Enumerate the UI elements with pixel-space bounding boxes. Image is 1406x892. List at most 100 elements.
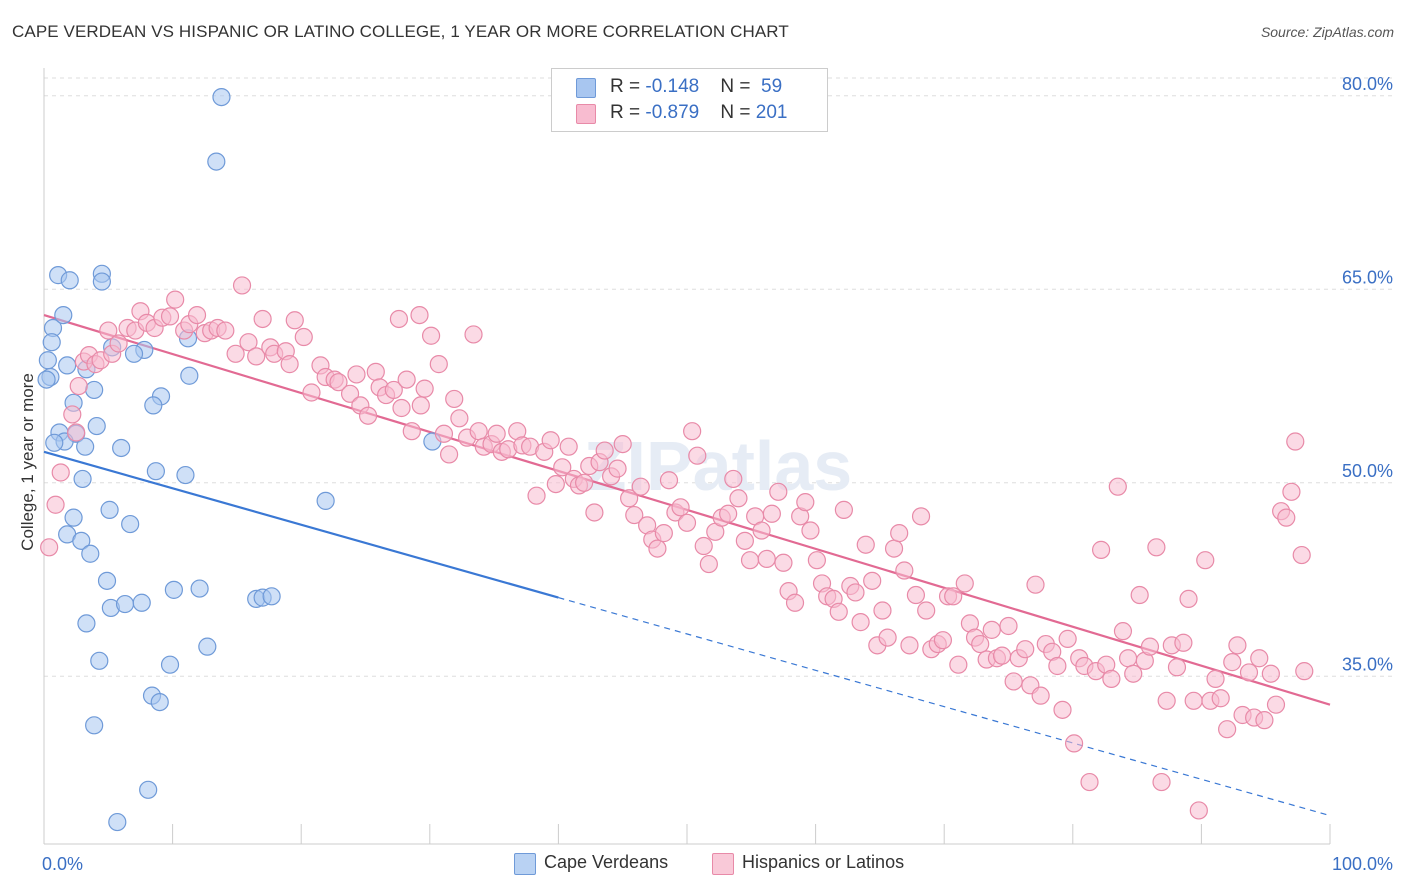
data-point [575, 473, 594, 492]
data-point [180, 366, 199, 385]
data-point [683, 422, 702, 441]
data-point [625, 505, 644, 525]
data-point [190, 579, 209, 598]
bottom-legend-swatch-blue [514, 853, 536, 875]
data-point [982, 620, 1001, 639]
data-point [1223, 653, 1242, 672]
data-point [429, 355, 448, 374]
data-point [160, 307, 180, 326]
data-point [1064, 734, 1084, 753]
data-point [585, 503, 604, 522]
n-value-hispanics: 201 [755, 102, 788, 123]
chart-title: CAPE VERDEAN VS HISPANIC OR LATINO COLLE… [12, 22, 789, 41]
y-tick-label: 65.0% [1342, 267, 1393, 287]
data-point [699, 554, 718, 574]
data-point [801, 521, 820, 540]
data-point [527, 486, 546, 505]
data-point [198, 637, 217, 656]
data-point [216, 321, 235, 340]
data-point [620, 489, 639, 508]
data-point [553, 458, 572, 477]
data-point [694, 536, 713, 556]
data-point [108, 812, 127, 832]
data-point [87, 416, 106, 436]
data-point [740, 551, 760, 570]
bottom-legend-swatch-pink [712, 853, 734, 875]
data-point [949, 655, 968, 674]
data-point [67, 423, 86, 442]
data-point [285, 311, 304, 330]
data-point [1053, 700, 1072, 719]
data-point [63, 405, 82, 424]
data-point [1196, 551, 1215, 570]
legend-swatch-pink [576, 104, 596, 124]
data-point [1282, 482, 1301, 501]
data-point [58, 356, 77, 375]
data-point [366, 362, 385, 381]
data-point [112, 438, 131, 458]
data-point [999, 616, 1018, 636]
data-point [785, 593, 805, 612]
data-point [1058, 629, 1077, 648]
x-tick-labels: 0.0% 100.0% [42, 854, 1393, 874]
data-point [164, 580, 183, 599]
data-point [77, 614, 96, 633]
data-point [347, 365, 366, 384]
data-point [166, 290, 185, 309]
data-point [81, 544, 100, 563]
data-point [971, 634, 990, 654]
data-point [774, 553, 793, 572]
data-point [729, 489, 748, 508]
y-axis-label: College, 1 year or more [18, 373, 37, 551]
data-point [851, 613, 870, 632]
data-point [46, 495, 65, 514]
y-tick-label: 80.0% [1342, 74, 1393, 94]
data-point [226, 344, 245, 363]
data-point [38, 351, 57, 370]
data-point [878, 628, 897, 647]
series-hispanics [40, 276, 1314, 820]
correlation-legend: R = -0.148 N = 59 R = -0.879 N = 201 [551, 68, 828, 132]
data-point [671, 498, 690, 517]
data-point [1167, 658, 1187, 677]
legend-swatch-blue [576, 78, 596, 98]
data-point [654, 524, 673, 543]
data-point [434, 424, 454, 443]
data-point [559, 437, 578, 456]
data-point [608, 459, 627, 478]
data-point [1091, 540, 1111, 559]
data-point [207, 152, 226, 171]
data-point [410, 306, 429, 325]
data-point [212, 87, 231, 107]
data-point [1080, 772, 1099, 792]
data-point [42, 333, 61, 352]
trend-lines [43, 314, 1331, 817]
data-point [762, 504, 781, 523]
data-point [132, 593, 151, 612]
data-point [757, 549, 776, 569]
data-point [1266, 695, 1286, 714]
source-label: Source: ZipAtlas.com [1260, 24, 1394, 40]
data-point [40, 538, 59, 557]
data-point [1218, 720, 1237, 739]
data-point [411, 396, 430, 415]
data-point [1292, 545, 1311, 565]
data-point [1147, 538, 1166, 557]
data-point [1189, 801, 1208, 820]
data-point [1250, 649, 1269, 668]
axes [43, 68, 1331, 845]
data-point [384, 380, 403, 400]
r-value-cape-verdeans: -0.148 [645, 76, 700, 97]
data-point [1157, 691, 1176, 710]
data-point [992, 646, 1012, 665]
data-point [76, 437, 95, 456]
data-point [873, 601, 892, 620]
data-point [97, 571, 117, 590]
x-tick-label: 100.0% [1332, 854, 1393, 874]
data-point [121, 514, 140, 534]
data-point [1108, 477, 1127, 496]
data-point [45, 433, 64, 452]
data-point [232, 276, 252, 295]
data-point [69, 376, 88, 396]
data-point [1016, 640, 1035, 659]
